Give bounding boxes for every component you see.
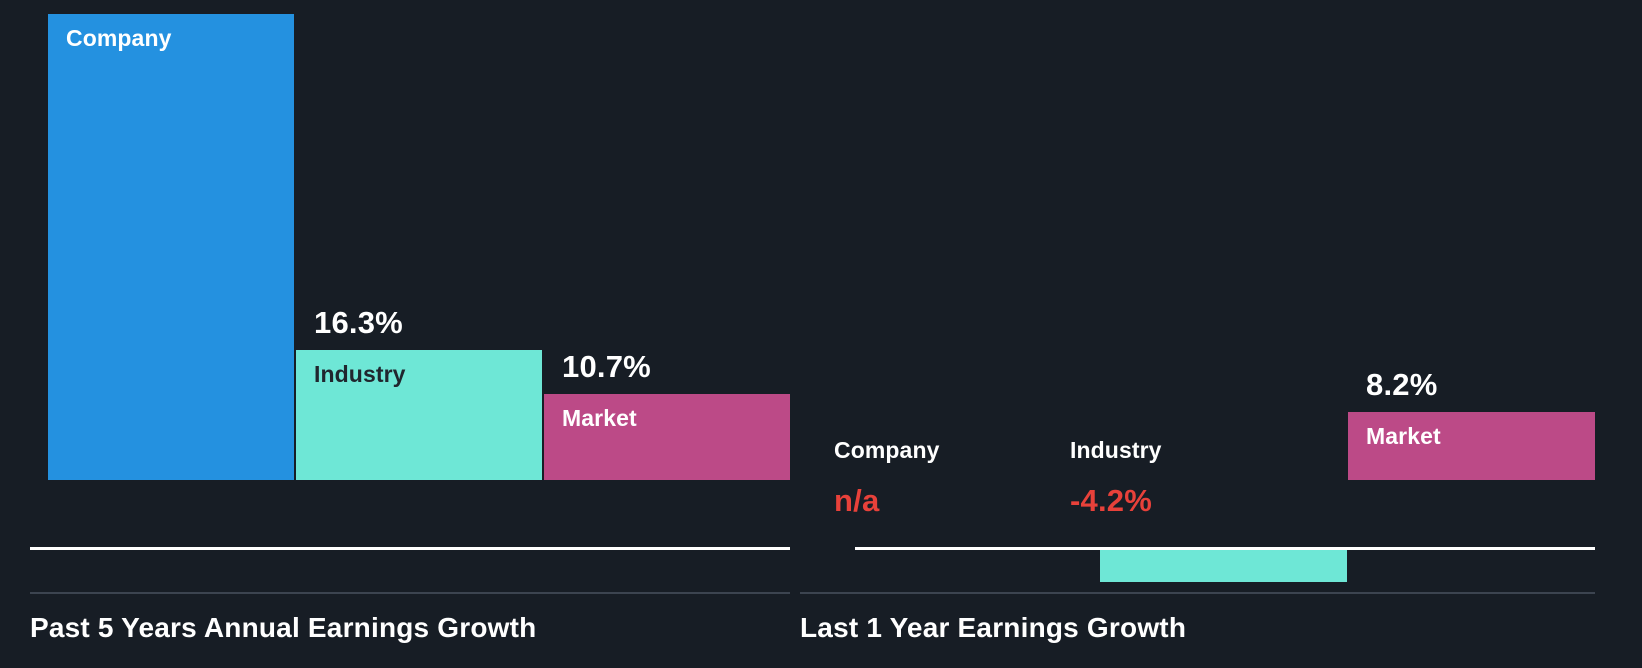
bar-market-label: Market xyxy=(562,405,637,431)
column-company[interactable]: Company n/a xyxy=(834,437,940,519)
bar-market[interactable]: 10.7% Market xyxy=(544,349,790,480)
right-chart-divider xyxy=(800,592,1595,594)
right-chart-title: Last 1 Year Earnings Growth xyxy=(800,612,1187,643)
bar-industry-negative[interactable] xyxy=(1100,548,1347,582)
bar-company-value: 56.4% xyxy=(66,0,155,5)
bar-company-label: Company xyxy=(66,25,172,51)
column-company-value: n/a xyxy=(834,483,880,518)
past-5-years-earnings-growth-chart: 56.4% Company 16.3% Industry 10.7% Marke… xyxy=(0,0,800,668)
bar-market-label: Market xyxy=(1366,423,1441,449)
left-chart-baseline xyxy=(30,547,790,550)
column-industry-label: Industry xyxy=(1070,437,1162,463)
bar-market[interactable]: 8.2% Market xyxy=(1348,367,1595,480)
left-plot-area: 56.4% Company 16.3% Industry 10.7% Marke… xyxy=(0,0,800,600)
right-chart-baseline xyxy=(855,547,1595,550)
right-plot-area: Company n/a Industry -4.2% 8.2% Market xyxy=(800,0,1642,600)
column-industry-value: -4.2% xyxy=(1070,483,1152,518)
bar-market-value: 10.7% xyxy=(562,349,651,384)
left-chart-divider xyxy=(30,592,790,594)
bar-company[interactable]: 56.4% Company xyxy=(48,0,294,480)
bar-industry-value: 16.3% xyxy=(314,305,403,340)
bar-industry-label: Industry xyxy=(314,361,406,387)
column-company-label: Company xyxy=(834,437,940,463)
column-industry[interactable]: Industry -4.2% xyxy=(1070,437,1162,519)
left-chart-title: Past 5 Years Annual Earnings Growth xyxy=(30,612,537,643)
bar-industry[interactable]: 16.3% Industry xyxy=(296,305,542,480)
last-1-year-earnings-growth-chart: Company n/a Industry -4.2% 8.2% Market L… xyxy=(800,0,1642,668)
bar-market-value: 8.2% xyxy=(1366,367,1438,402)
